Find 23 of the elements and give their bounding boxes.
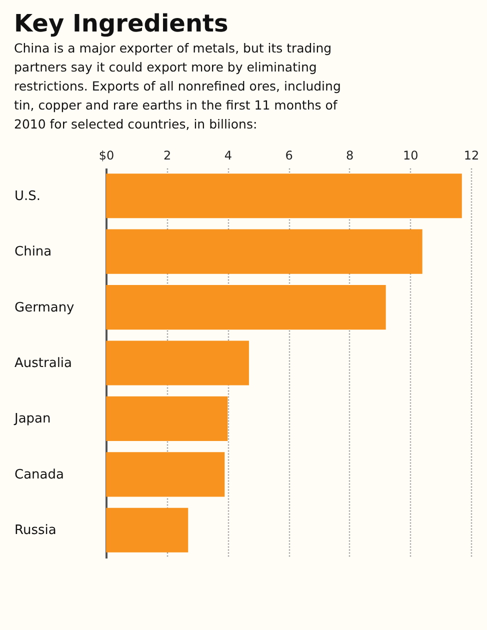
y-tick-label: Australia xyxy=(14,356,72,371)
x-tick-label: 12 xyxy=(464,148,480,162)
x-tick-label: 4 xyxy=(224,148,232,162)
x-tick-label: 8 xyxy=(346,148,354,162)
x-tick-label: 10 xyxy=(403,148,418,162)
x-tick-label: 2 xyxy=(164,148,172,162)
x-tick-label: 6 xyxy=(285,148,293,162)
y-tick-label: Japan xyxy=(14,412,51,427)
bar xyxy=(106,396,228,441)
bar xyxy=(106,174,462,218)
y-tick-label: Canada xyxy=(14,467,64,482)
bar xyxy=(106,508,188,552)
bar xyxy=(106,340,249,386)
bar xyxy=(106,452,225,497)
chart-title: Key Ingredients xyxy=(14,10,228,38)
y-tick-label: China xyxy=(14,244,52,260)
x-tick-label: $0 xyxy=(98,148,114,162)
bar xyxy=(106,285,386,330)
bar xyxy=(106,229,422,274)
y-tick-label: Germany xyxy=(14,300,75,316)
y-tick-label: Russia xyxy=(14,523,56,538)
y-tick-label: U.S. xyxy=(14,188,41,204)
chart-subtitle: China is a major exporter of metals, but its trading partners say it could export more by eliminating restrictions. Exports of all nonrefined ores, including tin, copper and rare earths in the first 11 months of 2010 for selected countries, in billions: xyxy=(14,40,341,132)
